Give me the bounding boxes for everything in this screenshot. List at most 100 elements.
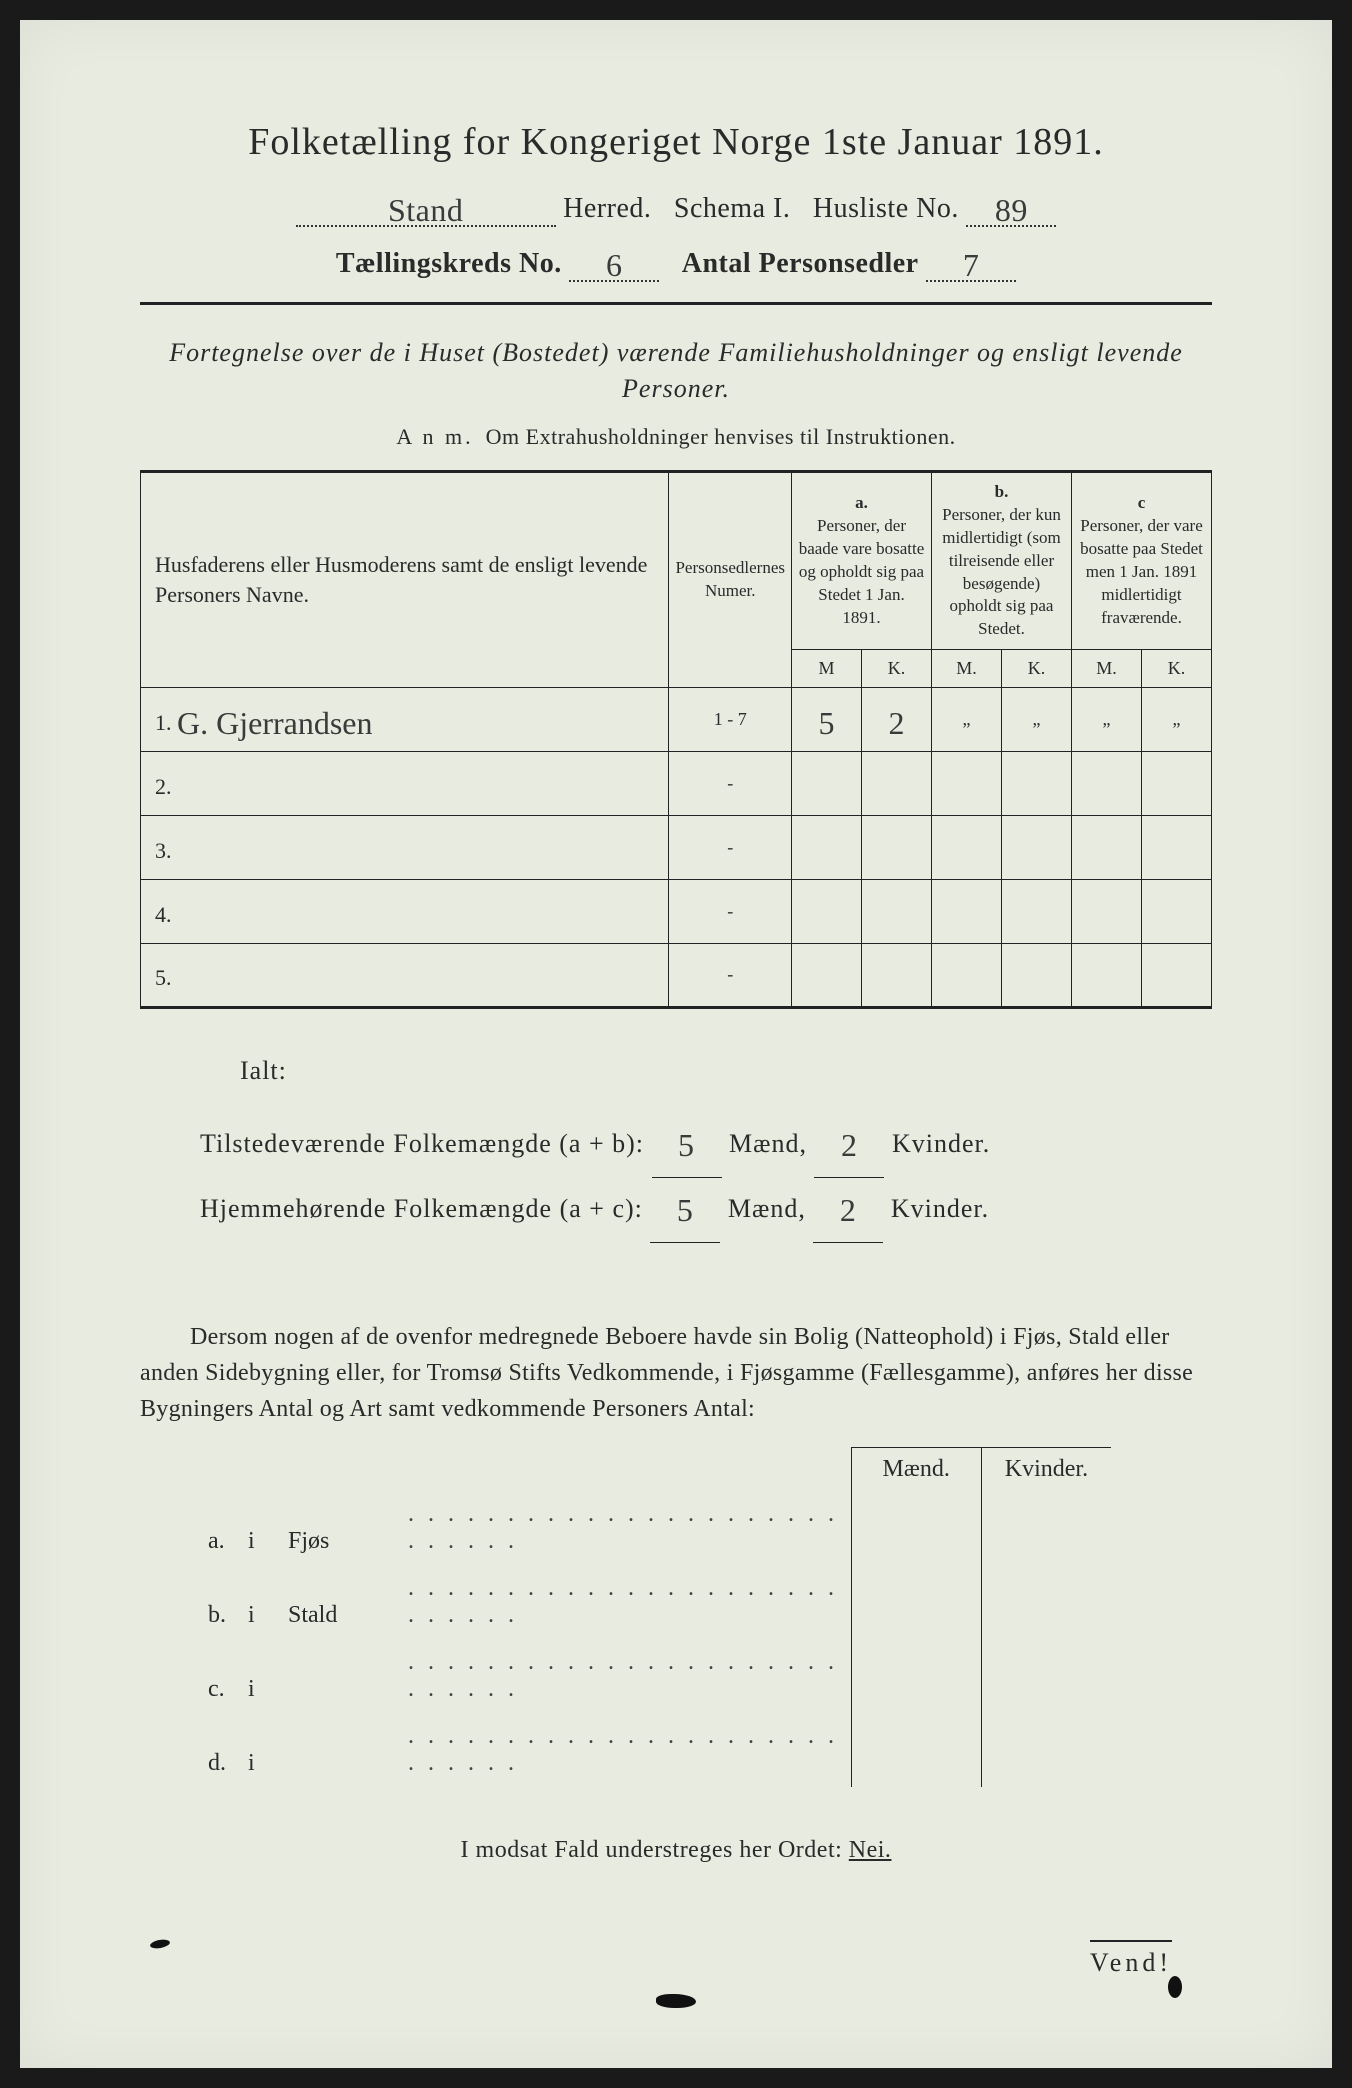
sub-word: Fjøs <box>280 1491 400 1565</box>
sub-lab: b. <box>200 1565 240 1639</box>
total-ac-k: 2 <box>813 1178 883 1243</box>
header-line-1: Stand Herred. Schema I. Husliste No. 89 <box>140 188 1212 227</box>
nei-word: Nei. <box>849 1837 892 1863</box>
herred-label: Herred. <box>563 193 651 224</box>
anm-note: A n m. Om Extrahusholdninger henvises ti… <box>140 424 1212 450</box>
table-row: 5. - <box>141 943 1212 1007</box>
cell: 2 <box>862 687 932 751</box>
col-a-k: K. <box>862 650 932 687</box>
sub-table: Mænd. Kvinder. a.iFjøs. . . . . . . . . … <box>200 1447 1111 1787</box>
col-c-k: K. <box>1142 650 1212 687</box>
row-label: 2. <box>141 751 669 815</box>
sub-col-maend: Mænd. <box>851 1447 981 1491</box>
sub-lab: a. <box>200 1491 240 1565</box>
cell <box>1002 943 1072 1007</box>
herred-value: Stand <box>388 192 463 228</box>
table-row: 1. G. Gjerrandsen1 - 752„„„„ <box>141 687 1212 751</box>
cell <box>1072 751 1142 815</box>
cell <box>792 815 862 879</box>
table-row: 4. - <box>141 879 1212 943</box>
sub-i: i <box>240 1713 280 1787</box>
row-num: 1 - 7 <box>669 687 792 751</box>
cell <box>932 751 1002 815</box>
cell <box>1142 815 1212 879</box>
sub-val-k <box>981 1565 1111 1639</box>
col-c-m: M. <box>1072 650 1142 687</box>
kreds-label: Tællingskreds No. <box>336 248 562 279</box>
col-c: c Personer, der vare bosatte paa Stedet … <box>1072 471 1212 650</box>
husliste-label: Husliste No. <box>813 193 959 224</box>
sub-val-k <box>981 1713 1111 1787</box>
divider <box>140 302 1212 305</box>
cell <box>862 879 932 943</box>
sub-lab: c. <box>200 1639 240 1713</box>
cell: „ <box>1142 687 1212 751</box>
header-line-2: Tællingskreds No. 6 Antal Personsedler 7 <box>140 243 1212 282</box>
total-ab-k: 2 <box>814 1113 884 1178</box>
cell <box>1142 943 1212 1007</box>
vend-label: Vend! <box>1090 1940 1172 1978</box>
sub-val-m <box>851 1565 981 1639</box>
ialt-label: Ialt: <box>200 1045 1212 1097</box>
total-ac-m: 5 <box>650 1178 720 1243</box>
cell: „ <box>1002 687 1072 751</box>
sub-word <box>280 1713 400 1787</box>
anm-label: A n m. <box>396 424 473 449</box>
sub-i: i <box>240 1491 280 1565</box>
totals-line-2: Hjemmehørende Folkemængde (a + c): 5 Mæn… <box>200 1174 1212 1239</box>
ink-blot <box>149 1938 170 1949</box>
sub-col-kvinder: Kvinder. <box>981 1447 1111 1491</box>
row-num: - <box>669 815 792 879</box>
sub-dots: . . . . . . . . . . . . . . . . . . . . … <box>400 1639 851 1713</box>
page-title: Folketælling for Kongeriget Norge 1ste J… <box>140 120 1212 164</box>
anm-text: Om Extrahusholdninger henvises til Instr… <box>486 424 956 449</box>
row-label: 1. G. Gjerrandsen <box>141 687 669 751</box>
cell <box>1142 751 1212 815</box>
cell <box>1072 943 1142 1007</box>
sub-row: a.iFjøs. . . . . . . . . . . . . . . . .… <box>200 1491 1111 1565</box>
husliste-value: 89 <box>995 192 1028 228</box>
antal-label: Antal Personsedler <box>682 248 919 279</box>
sub-dots: . . . . . . . . . . . . . . . . . . . . … <box>400 1491 851 1565</box>
cell <box>1142 879 1212 943</box>
sub-dots: . . . . . . . . . . . . . . . . . . . . … <box>400 1565 851 1639</box>
row-label: 5. <box>141 943 669 1007</box>
sub-i: i <box>240 1565 280 1639</box>
col-b-m: M. <box>932 650 1002 687</box>
cell <box>862 815 932 879</box>
sub-word: Stald <box>280 1565 400 1639</box>
cell <box>1002 879 1072 943</box>
sub-heading: Fortegnelse over de i Huset (Bostedet) v… <box>140 335 1212 408</box>
ink-blot <box>1168 1976 1182 1998</box>
kreds-value: 6 <box>606 247 623 283</box>
sub-val-m <box>851 1713 981 1787</box>
sub-lab: d. <box>200 1713 240 1787</box>
sub-val-m <box>851 1491 981 1565</box>
cell <box>1002 815 1072 879</box>
cell <box>1002 751 1072 815</box>
cell <box>932 943 1002 1007</box>
cell <box>862 943 932 1007</box>
main-table: Husfaderens eller Husmoderens samt de en… <box>140 470 1212 1009</box>
col-names: Husfaderens eller Husmoderens samt de en… <box>141 471 669 687</box>
col-b: b. Personer, der kun midlertidigt (som t… <box>932 471 1072 650</box>
sub-word <box>280 1639 400 1713</box>
cell: „ <box>1072 687 1142 751</box>
cell <box>862 751 932 815</box>
sub-row: c.i. . . . . . . . . . . . . . . . . . .… <box>200 1639 1111 1713</box>
sub-val-m <box>851 1639 981 1713</box>
row-num: - <box>669 943 792 1007</box>
totals-line-1: Tilstedeværende Folkemængde (a + b): 5 M… <box>200 1109 1212 1174</box>
row-label: 4. <box>141 879 669 943</box>
sub-val-k <box>981 1491 1111 1565</box>
census-form-page: Folketælling for Kongeriget Norge 1ste J… <box>20 20 1332 2068</box>
cell: 5 <box>792 687 862 751</box>
cell <box>792 943 862 1007</box>
totals-block: Ialt: Tilstedeværende Folkemængde (a + b… <box>140 1045 1212 1239</box>
cell <box>792 879 862 943</box>
dwelling-paragraph: Dersom nogen af de ovenfor medregnede Be… <box>140 1319 1212 1427</box>
cell <box>932 879 1002 943</box>
sub-row: b.iStald. . . . . . . . . . . . . . . . … <box>200 1565 1111 1639</box>
sub-row: d.i. . . . . . . . . . . . . . . . . . .… <box>200 1713 1111 1787</box>
cell <box>792 751 862 815</box>
